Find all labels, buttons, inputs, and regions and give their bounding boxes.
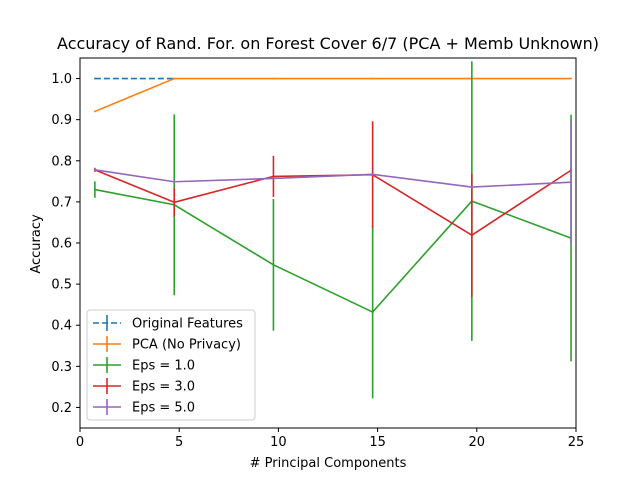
y-tick-label: 0.4 bbox=[51, 319, 72, 334]
legend-label: Original Features bbox=[132, 317, 243, 332]
series-eps-5-0 bbox=[93, 120, 572, 244]
y-tick-label: 0.7 bbox=[51, 195, 72, 210]
data-point bbox=[93, 168, 96, 171]
x-tick-label: 25 bbox=[568, 435, 585, 450]
series-line bbox=[94, 169, 572, 236]
x-tick-label: 20 bbox=[469, 435, 486, 450]
series-original-features bbox=[93, 77, 176, 80]
x-tick-label: 0 bbox=[76, 435, 84, 450]
series-line bbox=[94, 77, 572, 113]
data-point bbox=[93, 110, 96, 113]
data-point bbox=[272, 177, 275, 180]
data-point bbox=[93, 188, 96, 191]
series-pca-no-privacy- bbox=[93, 77, 572, 113]
legend-label: PCA (No Privacy) bbox=[132, 338, 241, 353]
data-point bbox=[371, 311, 374, 313]
data-point bbox=[371, 77, 374, 80]
y-tick-label: 0.5 bbox=[51, 278, 72, 293]
legend-item: Eps = 3.0 bbox=[93, 378, 195, 395]
legend-label: Eps = 3.0 bbox=[132, 380, 195, 395]
x-tick-label: 5 bbox=[175, 435, 183, 450]
data-point bbox=[470, 234, 473, 237]
legend-item: Eps = 5.0 bbox=[93, 399, 195, 416]
x-tick-label: 10 bbox=[270, 435, 287, 450]
legend-item: PCA (No Privacy) bbox=[93, 336, 241, 353]
x-tick-label: 15 bbox=[369, 435, 386, 450]
data-point bbox=[173, 201, 176, 204]
y-tick-label: 0.9 bbox=[51, 113, 72, 128]
data-point bbox=[93, 77, 96, 80]
data-point bbox=[173, 180, 176, 183]
y-tick-label: 1.0 bbox=[51, 72, 72, 87]
legend-label: Eps = 5.0 bbox=[132, 401, 195, 416]
chart-title: Accuracy of Rand. For. on Forest Cover 6… bbox=[57, 34, 599, 53]
legend-item: Eps = 1.0 bbox=[93, 357, 195, 374]
legend-item: Original Features bbox=[93, 315, 243, 332]
x-axis-label: # Principal Components bbox=[250, 456, 407, 471]
data-point bbox=[272, 175, 275, 178]
y-tick-label: 0.2 bbox=[51, 401, 72, 416]
series-layer bbox=[93, 61, 572, 399]
series-line bbox=[94, 169, 572, 188]
legend: Original Features PCA (No Privacy) Eps = 1… bbox=[86, 309, 256, 421]
y-tick-label: 0.8 bbox=[51, 154, 72, 169]
data-point bbox=[371, 173, 374, 176]
data-point bbox=[570, 181, 572, 184]
axes-frame bbox=[79, 57, 577, 429]
y-axis-label: Accuracy bbox=[29, 214, 44, 274]
y-tick-label: 0.3 bbox=[51, 360, 72, 375]
data-point bbox=[272, 77, 275, 80]
y-tick-label: 0.6 bbox=[51, 237, 72, 252]
axis-ticks: 0 5 10 15 20 25 0.2 0.3 0.4 0.5 0.6 0.7 0.8 0.9 1.0 bbox=[51, 72, 584, 450]
legend-label: Eps = 1.0 bbox=[132, 359, 195, 374]
data-point bbox=[570, 77, 572, 80]
data-point bbox=[272, 263, 275, 266]
data-point bbox=[173, 77, 176, 80]
legend-box bbox=[86, 309, 256, 421]
series-line bbox=[94, 188, 572, 313]
data-point bbox=[470, 186, 473, 188]
